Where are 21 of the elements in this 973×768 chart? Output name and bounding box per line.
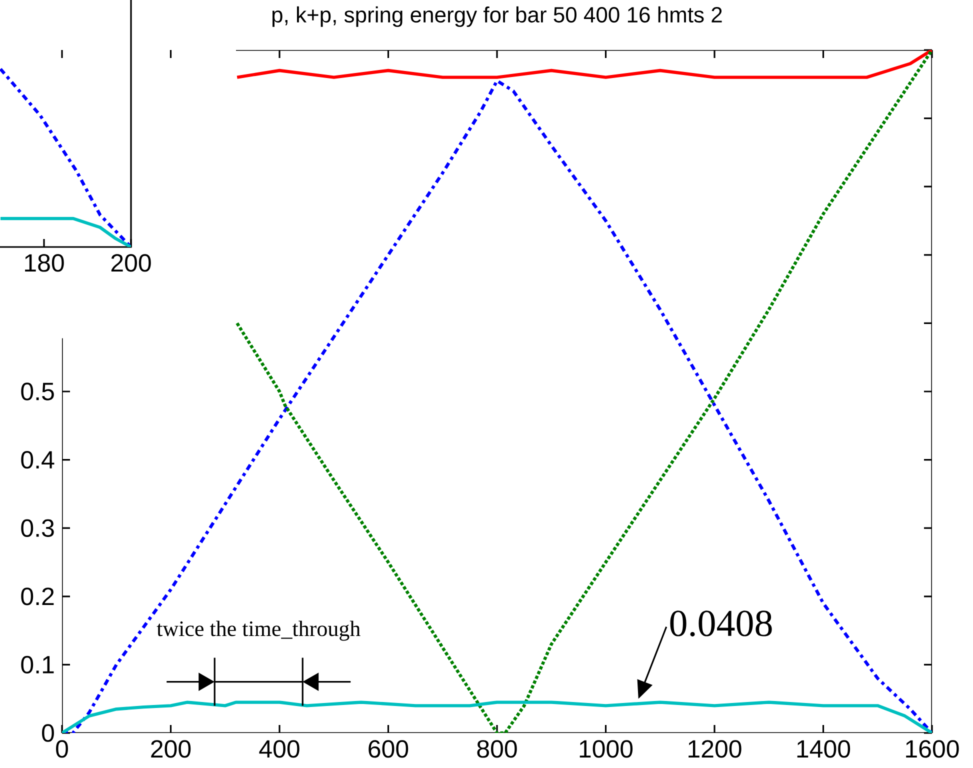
y-tick-label: 0.2 (21, 588, 54, 606)
x-tick-label: 400 (259, 740, 300, 758)
x-tick-label: 1400 (797, 740, 850, 758)
chart-title: p, k+p, spring energy for bar 50 400 16 hmts 2 (272, 6, 722, 27)
x-tick-label: 1000 (580, 740, 633, 758)
x-tick-label: 200 (111, 254, 151, 272)
y-tick-label: 0 (42, 724, 54, 742)
x-tick-label: 1200 (688, 740, 742, 758)
y-tick-label: 0.5 (21, 382, 54, 400)
y-tick-label: 0.1 (21, 656, 54, 674)
y-tick-label: 0.3 (21, 519, 54, 537)
annotation: twice the time_through (156, 620, 360, 641)
y-tick-label: 0.4 (21, 450, 54, 469)
x-tick-label: 180 (25, 254, 64, 272)
annotation: 0.0408 (670, 610, 772, 636)
x-tick-label: 0 (56, 740, 68, 758)
x-tick-label: 1600 (906, 740, 959, 758)
x-tick-label: 200 (151, 740, 191, 758)
x-tick-label: 800 (477, 740, 517, 758)
line-series (62, 700, 932, 734)
x-tick-label: 600 (368, 740, 408, 758)
